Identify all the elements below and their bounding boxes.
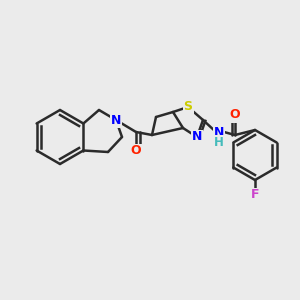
Text: O: O (131, 145, 141, 158)
Text: F: F (251, 188, 259, 202)
Text: O: O (230, 109, 240, 122)
Text: N: N (214, 125, 224, 139)
Text: N: N (192, 130, 202, 143)
Text: H: H (214, 136, 224, 148)
Text: S: S (184, 100, 193, 113)
Text: N: N (111, 113, 121, 127)
